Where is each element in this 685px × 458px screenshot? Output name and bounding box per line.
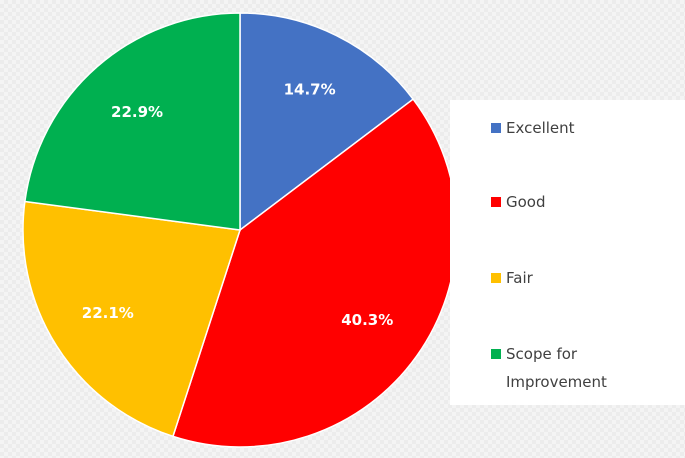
legend-item: Excellent [491, 114, 666, 142]
legend: Excellent Good Fair Scope for Improvement [450, 100, 685, 405]
pie-slice [24, 12, 241, 231]
legend-swatch [491, 273, 501, 283]
legend-swatch [491, 123, 501, 133]
pie-slice [239, 12, 415, 232]
data-label: 40.3% [341, 311, 393, 329]
pie-slice [171, 98, 450, 448]
legend-label: Good [506, 193, 546, 211]
legend-label: Excellent [506, 119, 575, 137]
data-label: 14.7% [284, 81, 336, 99]
legend-label: Scope for Improvement [506, 345, 607, 391]
data-label: 22.1% [82, 304, 134, 322]
legend-swatch [491, 197, 501, 207]
data-label: 22.9% [111, 103, 163, 121]
pie-slice [22, 200, 241, 438]
pie-area: 14.7% 40.3% 22.1% 22.9% [22, 12, 450, 448]
legend-item: Good [491, 188, 666, 216]
legend-swatch [491, 349, 501, 359]
legend-item: Fair [491, 264, 666, 292]
legend-item: Scope for Improvement [491, 340, 666, 396]
legend-label: Fair [506, 269, 533, 287]
